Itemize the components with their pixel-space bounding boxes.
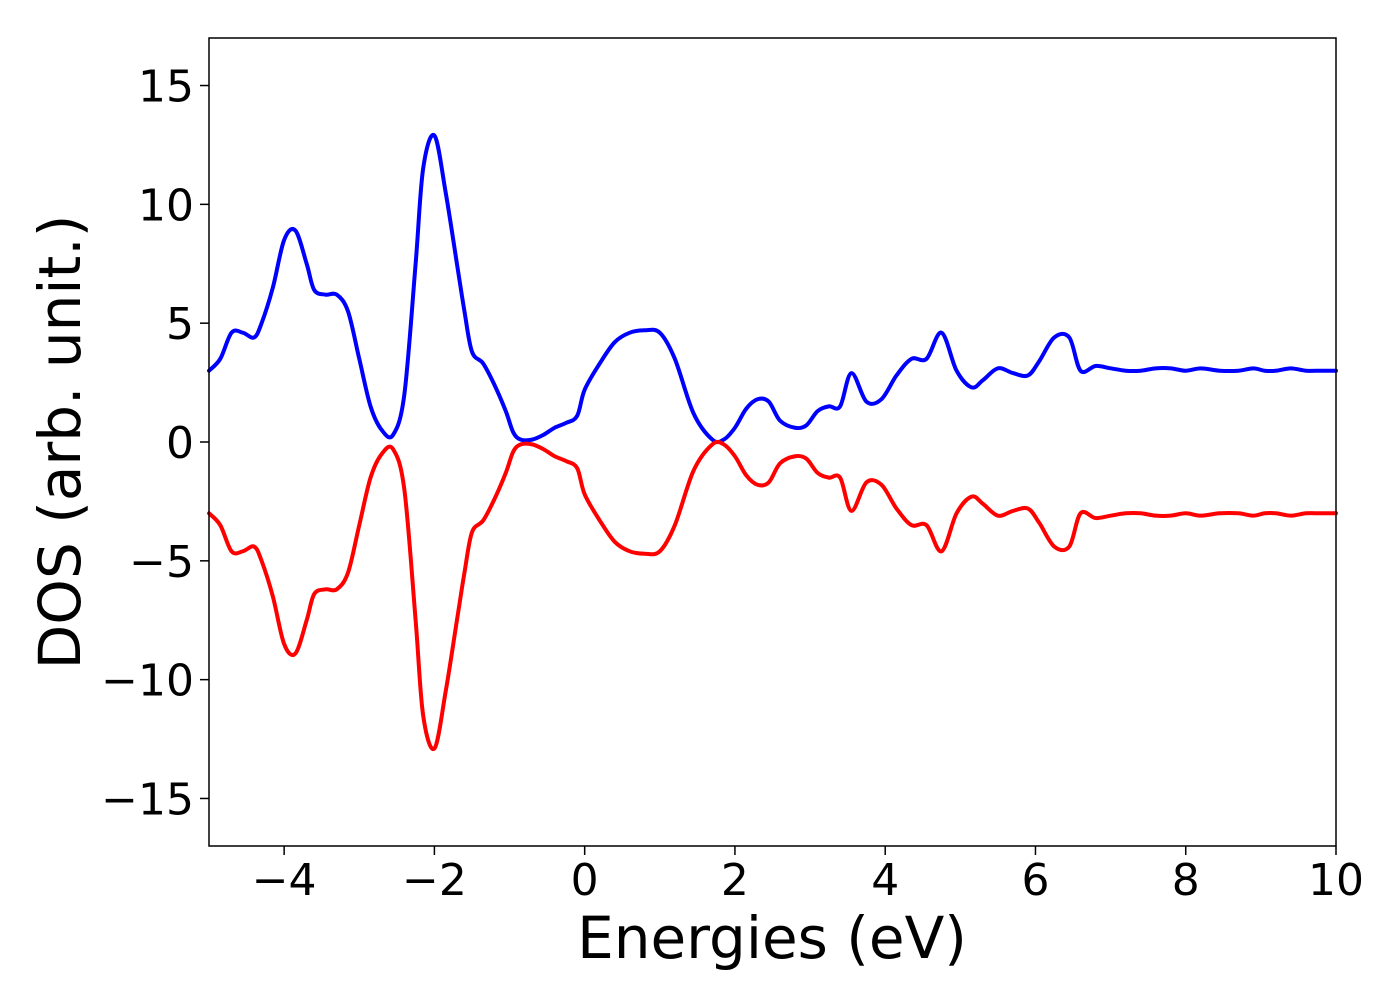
x-axis-label: Energies (eV) [577, 904, 967, 972]
x-tick-label: 6 [1021, 855, 1049, 906]
y-tick-label: 0 [166, 418, 194, 469]
x-tick-label: 0 [571, 855, 599, 906]
y-axis-ticks: −15 −10 −5 0 5 10 15 [101, 62, 209, 825]
y-tick-label: −10 [101, 656, 194, 707]
y-axis-label: DOS (arb. unit.) [26, 215, 94, 670]
y-tick-label: 10 [138, 180, 194, 231]
x-tick-label: 2 [721, 855, 749, 906]
x-tick-label: −2 [402, 855, 467, 906]
y-tick-label: −15 [101, 774, 194, 825]
series-line-spin-up [207, 132, 1338, 445]
y-tick-label: 5 [166, 299, 194, 350]
plot-background [209, 38, 1336, 846]
x-axis-ticks: −4 −2 0 2 4 6 8 10 [252, 846, 1364, 906]
x-tick-label: 10 [1308, 855, 1364, 906]
series-line-spin-down [207, 439, 1338, 752]
y-tick-label: 15 [138, 62, 194, 113]
x-tick-label: 4 [871, 855, 899, 906]
y-tick-label: −5 [129, 537, 194, 588]
series-layer [207, 132, 1338, 752]
x-tick-label: −4 [252, 855, 317, 906]
x-tick-label: 8 [1172, 855, 1200, 906]
